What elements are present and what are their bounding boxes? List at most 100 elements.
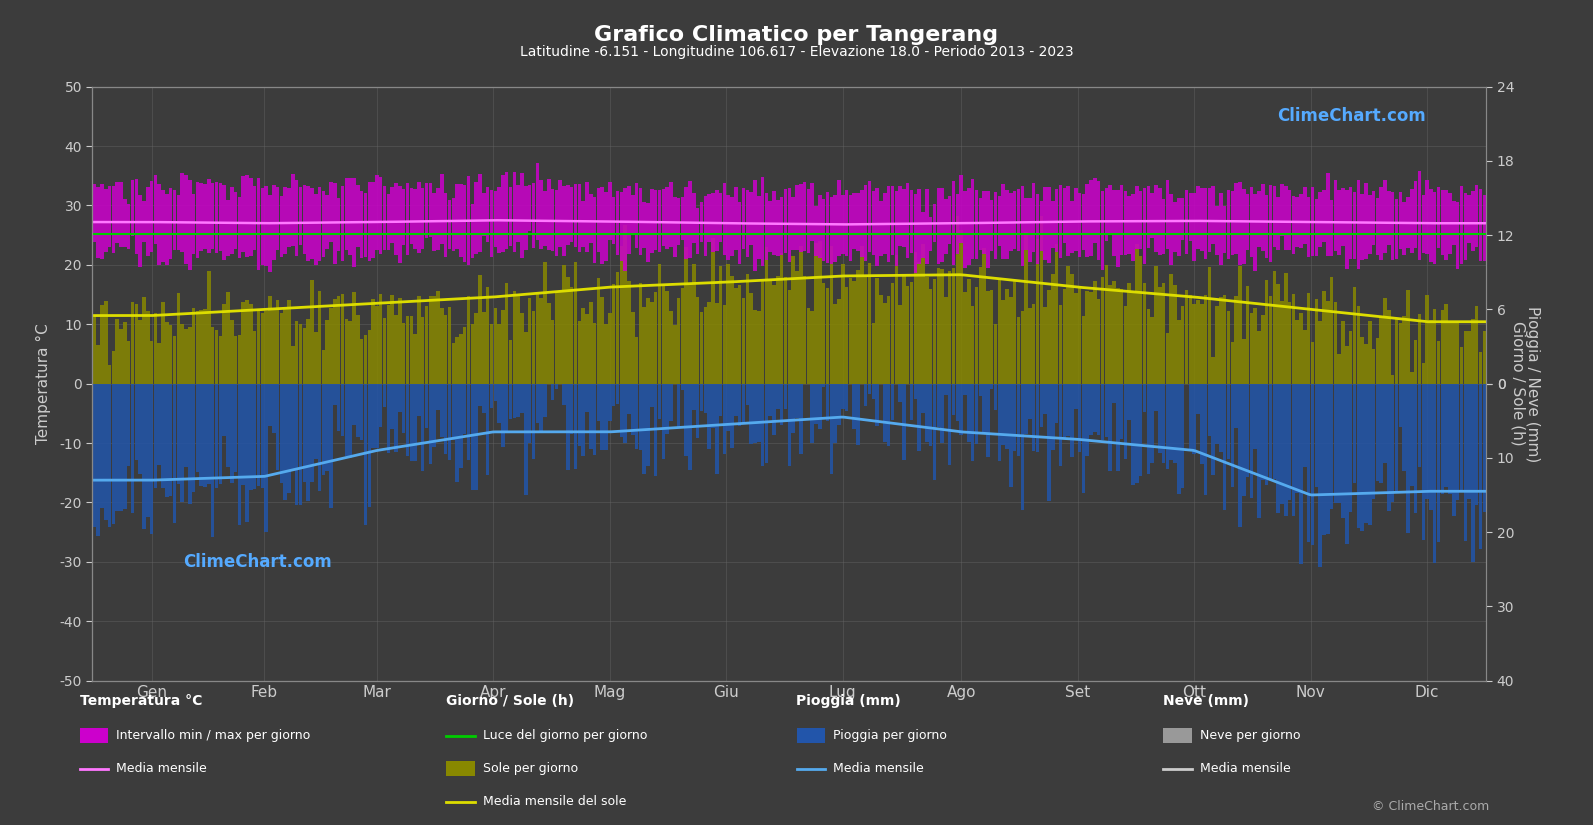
Bar (1109, 185, 1112, 235)
Bar (196, 311, 199, 384)
Bar (104, 189, 107, 252)
Bar (1101, 191, 1104, 270)
Bar (997, 280, 1000, 384)
Bar (127, 384, 131, 466)
Bar (1459, 347, 1464, 384)
Bar (188, 328, 191, 384)
Bar (188, 384, 191, 504)
Bar (631, 196, 634, 233)
Bar (1055, 384, 1058, 422)
Bar (1440, 310, 1445, 384)
Text: ClimeChart.com: ClimeChart.com (1278, 107, 1426, 125)
Bar (983, 248, 986, 384)
Bar (382, 384, 386, 407)
Bar (551, 189, 554, 251)
Bar (1467, 195, 1470, 243)
Bar (374, 306, 379, 384)
Bar (718, 266, 722, 384)
Bar (1344, 346, 1349, 384)
Bar (204, 185, 207, 249)
Bar (1040, 200, 1043, 251)
Bar (303, 328, 306, 384)
Bar (1109, 384, 1112, 471)
Bar (822, 284, 825, 384)
Bar (1016, 384, 1020, 456)
Bar (940, 269, 943, 384)
Bar (1421, 384, 1426, 540)
Bar (1383, 181, 1388, 253)
Bar (226, 292, 229, 384)
Bar (451, 384, 456, 440)
Bar (119, 384, 123, 511)
Bar (314, 384, 317, 460)
Bar (451, 343, 456, 384)
Bar (295, 321, 298, 384)
Bar (100, 184, 104, 259)
Bar (819, 241, 822, 384)
Bar (661, 189, 664, 246)
Bar (352, 178, 355, 266)
Bar (199, 183, 202, 251)
Bar (956, 384, 959, 421)
Bar (707, 384, 710, 450)
Bar (104, 301, 107, 384)
Bar (1357, 180, 1360, 270)
Bar (1273, 186, 1276, 247)
Bar (1131, 384, 1134, 484)
Bar (115, 182, 119, 243)
Bar (513, 172, 516, 252)
Bar (1284, 186, 1287, 250)
Bar (926, 277, 929, 384)
Bar (1391, 384, 1394, 502)
Bar (819, 196, 822, 257)
Bar (475, 313, 478, 384)
Bar (795, 186, 798, 250)
Bar (210, 328, 215, 384)
Bar (1120, 185, 1123, 255)
Bar (978, 384, 981, 395)
Bar (989, 384, 994, 389)
Bar (1090, 180, 1093, 256)
Bar (374, 384, 379, 449)
Bar (691, 265, 696, 384)
Bar (868, 384, 871, 394)
Bar (1002, 384, 1005, 446)
Bar (730, 197, 734, 257)
Bar (1235, 183, 1238, 253)
Bar (440, 174, 443, 243)
Bar (115, 384, 119, 511)
Bar (1193, 193, 1196, 261)
Bar (1066, 266, 1070, 384)
Bar (1032, 304, 1035, 384)
Bar (1246, 286, 1249, 384)
Bar (276, 186, 279, 250)
Bar (1357, 384, 1360, 528)
Bar (833, 384, 836, 443)
Bar (280, 314, 284, 384)
Bar (127, 341, 131, 384)
Bar (413, 189, 417, 249)
Bar (169, 325, 172, 384)
Bar (833, 195, 836, 262)
Bar (776, 384, 779, 408)
Bar (199, 310, 202, 384)
Text: Media mensile: Media mensile (833, 762, 924, 776)
Bar (1150, 193, 1153, 238)
Bar (685, 384, 688, 456)
Bar (280, 196, 284, 257)
Bar (792, 384, 795, 433)
Bar (620, 192, 623, 261)
Bar (382, 318, 386, 384)
Bar (650, 384, 653, 407)
Bar (1475, 185, 1478, 248)
Bar (436, 291, 440, 384)
Bar (677, 198, 680, 245)
Bar (234, 384, 237, 472)
Bar (1434, 309, 1437, 384)
Text: Neve per giorno: Neve per giorno (1200, 729, 1300, 742)
Bar (226, 200, 229, 257)
Bar (1445, 304, 1448, 384)
Bar (551, 384, 554, 400)
Bar (849, 278, 852, 384)
Bar (1407, 290, 1410, 384)
